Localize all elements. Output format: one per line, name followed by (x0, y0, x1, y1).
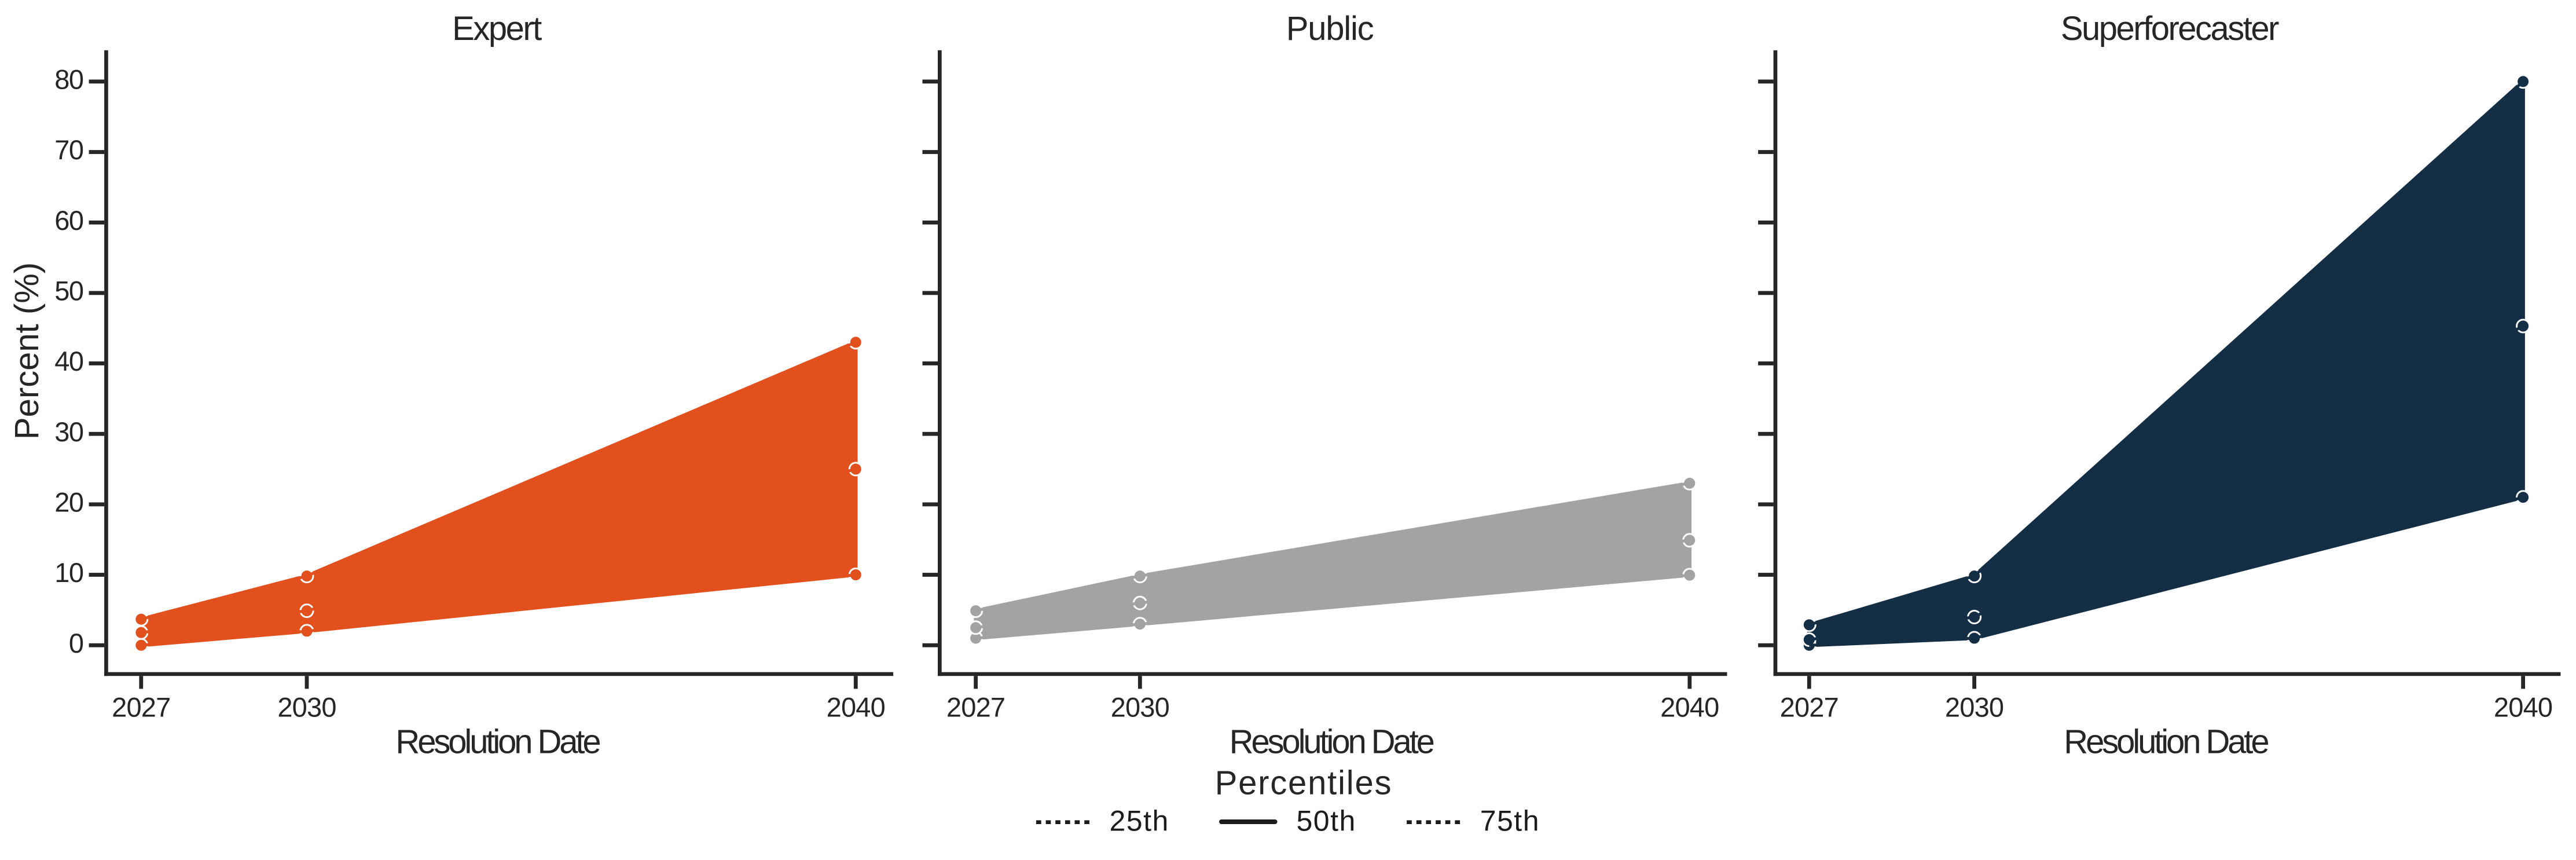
svg-text:Resolution Date: Resolution Date (1230, 723, 1434, 760)
svg-text:2040: 2040 (1660, 692, 1719, 723)
svg-text:10: 10 (54, 557, 83, 588)
svg-text:2040: 2040 (827, 692, 885, 723)
svg-text:40: 40 (54, 346, 83, 376)
svg-text:2027: 2027 (112, 692, 170, 723)
svg-text:Expert: Expert (452, 10, 542, 47)
svg-text:70: 70 (54, 134, 83, 165)
svg-text:Public: Public (1286, 10, 1374, 47)
svg-text:20: 20 (54, 487, 83, 518)
svg-text:Resolution Date: Resolution Date (395, 723, 600, 760)
svg-text:2030: 2030 (1945, 692, 2003, 723)
svg-text:2027: 2027 (946, 692, 1005, 723)
svg-text:30: 30 (54, 416, 83, 447)
svg-text:75th: 75th (1480, 805, 1540, 837)
svg-text:80: 80 (54, 64, 83, 95)
svg-text:2030: 2030 (277, 692, 336, 723)
svg-text:2027: 2027 (1780, 692, 1839, 723)
svg-text:50th: 50th (1297, 805, 1356, 837)
svg-text:2030: 2030 (1111, 692, 1169, 723)
svg-text:Resolution Date: Resolution Date (2064, 723, 2268, 760)
svg-text:Percentiles: Percentiles (1215, 764, 1393, 802)
svg-text:60: 60 (54, 205, 83, 236)
svg-text:2040: 2040 (2494, 692, 2552, 723)
svg-text:50: 50 (54, 276, 83, 306)
svg-text:Percent (%): Percent (%) (8, 262, 46, 440)
svg-text:25th: 25th (1110, 805, 1169, 837)
svg-text:Superforecaster: Superforecaster (2061, 10, 2279, 47)
svg-text:0: 0 (69, 628, 83, 658)
